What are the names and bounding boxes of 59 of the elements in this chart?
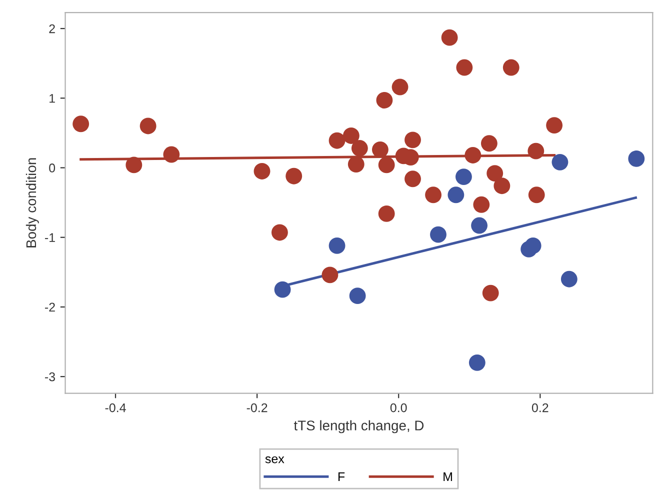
legend-title: sex xyxy=(265,456,284,464)
y-tick-label: 1 xyxy=(50,94,55,103)
point xyxy=(482,284,499,302)
point xyxy=(392,78,408,96)
point xyxy=(163,146,180,163)
point xyxy=(274,281,291,298)
x-tick-label: -0.4 xyxy=(105,403,126,412)
point xyxy=(286,168,302,184)
point xyxy=(348,156,364,172)
point xyxy=(349,288,366,304)
point xyxy=(140,118,156,134)
point xyxy=(430,226,446,243)
x-axis-title: tTS length change, D xyxy=(294,420,424,434)
point xyxy=(404,132,421,148)
point xyxy=(425,186,442,204)
y-tick-label: -2 xyxy=(44,302,55,312)
point xyxy=(254,163,270,180)
point xyxy=(448,186,464,204)
point xyxy=(628,150,645,167)
point xyxy=(378,156,395,174)
point xyxy=(456,168,472,186)
y-tick-label: 2 xyxy=(49,24,55,34)
point xyxy=(72,116,90,132)
point xyxy=(322,266,338,284)
point xyxy=(271,224,288,241)
point xyxy=(328,237,346,254)
point xyxy=(342,128,360,144)
y-tick-label: -3 xyxy=(44,372,55,382)
point xyxy=(524,237,542,254)
point xyxy=(464,147,482,164)
point xyxy=(404,170,421,188)
y-axis-title: Body condition xyxy=(26,158,39,248)
legend-label: F xyxy=(338,472,345,481)
point xyxy=(528,142,544,160)
point xyxy=(351,140,368,156)
x-tick-label: 0.0 xyxy=(390,403,407,412)
point xyxy=(328,132,346,149)
x-tick-label: 0.2 xyxy=(532,403,548,412)
point xyxy=(546,117,563,134)
point xyxy=(468,354,486,371)
point xyxy=(480,135,498,152)
x-tick-label: -0.2 xyxy=(246,403,268,412)
point xyxy=(376,92,393,108)
point xyxy=(486,165,504,182)
point xyxy=(126,156,142,174)
point xyxy=(372,141,388,158)
point xyxy=(552,154,568,170)
point xyxy=(528,186,545,204)
y-tick-label: 0 xyxy=(49,164,56,172)
point xyxy=(378,205,395,222)
point xyxy=(494,178,510,194)
point xyxy=(473,196,490,213)
y-tick-label: -1 xyxy=(44,233,55,242)
point xyxy=(441,29,458,46)
point xyxy=(560,270,578,288)
point xyxy=(471,217,488,234)
legend-label: M xyxy=(444,472,452,481)
point xyxy=(456,59,473,76)
point xyxy=(502,59,520,76)
